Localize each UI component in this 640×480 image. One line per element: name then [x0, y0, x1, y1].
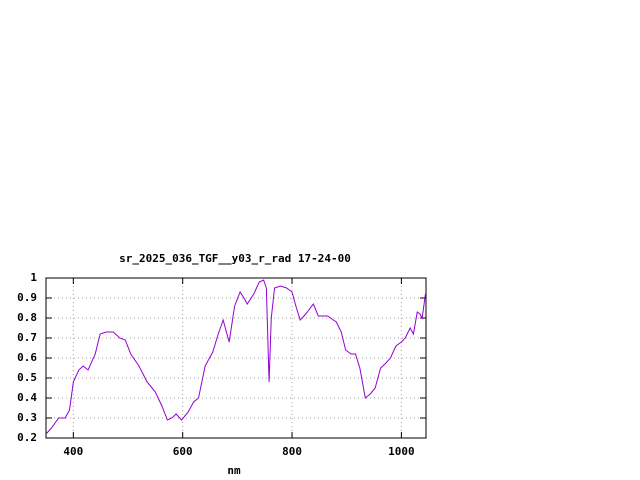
plot-frame — [45, 277, 427, 439]
y-tick-label: 0.5 — [17, 371, 37, 384]
x-tick-label: 1000 — [388, 445, 415, 458]
y-tick-label: 1 — [30, 271, 37, 284]
data-line — [45, 279, 426, 435]
x-axis-label: nm — [227, 464, 241, 477]
chart-title: sr_2025_036_TGF__y03_r_rad 17-24-00 — [119, 252, 351, 265]
x-tick-label: 600 — [173, 445, 193, 458]
y-tick-label: 0.8 — [17, 311, 37, 324]
x-tick-label: 800 — [282, 445, 302, 458]
y-tick-label: 0.7 — [17, 331, 37, 344]
y-tick-label: 0.6 — [17, 351, 37, 364]
y-tick-label: 0.3 — [17, 411, 37, 424]
y-tick-label: 0.4 — [17, 391, 37, 404]
x-tick-label: 400 — [63, 445, 83, 458]
y-tick-label: 0.2 — [17, 431, 37, 444]
y-tick-label: 0.9 — [17, 291, 37, 304]
